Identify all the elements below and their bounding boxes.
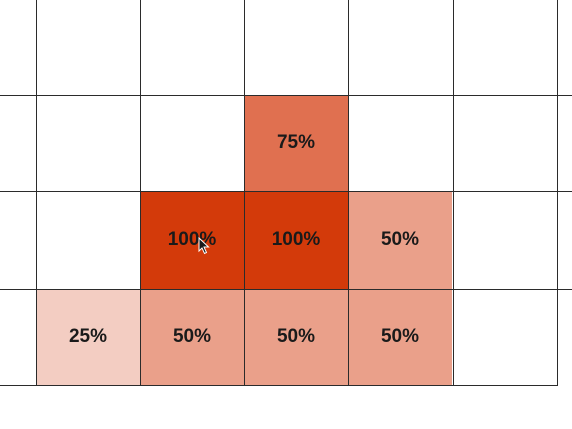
cell-percentage-label: 50% — [380, 229, 420, 250]
grid-cell[interactable]: 50% — [244, 289, 348, 385]
cell-percentage-label: 50% — [276, 326, 316, 347]
grid-line-horizontal — [0, 289, 572, 290]
grid-cell[interactable]: 100% — [244, 191, 348, 289]
grid-cell[interactable]: 100% — [140, 191, 244, 289]
cell-percentage-label: 75% — [276, 132, 316, 153]
grid-line-vertical — [244, 0, 245, 386]
grid-cell[interactable]: 25% — [36, 289, 140, 385]
grid-cell[interactable]: 50% — [348, 289, 452, 385]
cell-percentage-label: 25% — [68, 326, 108, 347]
grid-line-vertical — [557, 0, 558, 386]
grid-line-horizontal — [0, 95, 572, 96]
cell-percentage-label: 50% — [172, 326, 212, 347]
grid-line-horizontal — [0, 191, 572, 192]
cell-percentage-label: 50% — [380, 326, 420, 347]
mouse-pointer-icon — [198, 237, 210, 255]
grid-line-vertical — [36, 0, 37, 386]
grid-line-horizontal — [0, 385, 558, 386]
grid-line-vertical — [453, 0, 454, 386]
cell-percentage-label: 100% — [271, 229, 321, 250]
grid-cell[interactable]: 50% — [140, 289, 244, 385]
grid-line-vertical — [348, 0, 349, 386]
grid-cell[interactable]: 75% — [244, 95, 348, 191]
grid-cell[interactable]: 50% — [348, 191, 452, 289]
grid-line-vertical — [140, 0, 141, 386]
